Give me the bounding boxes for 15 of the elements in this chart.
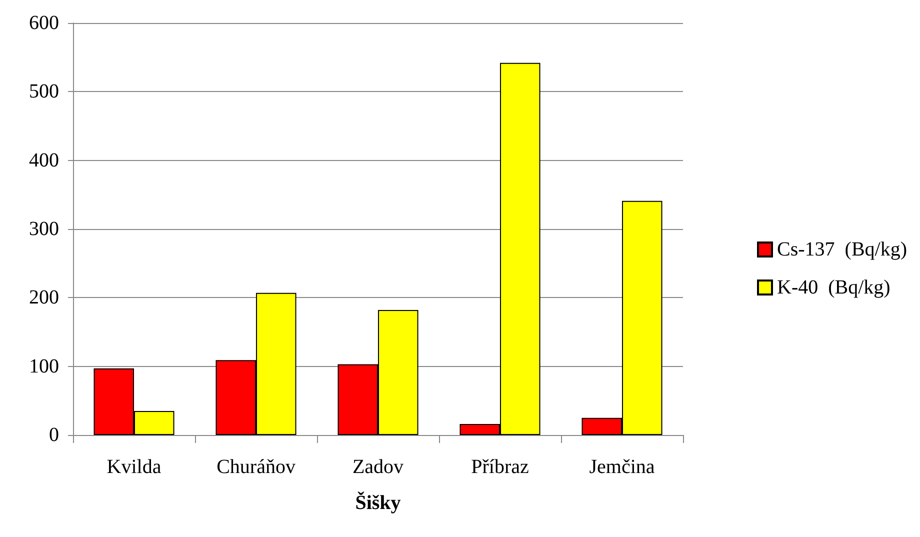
x-tick-label: Kvilda xyxy=(106,456,162,478)
x-tick-label: Churáňov xyxy=(216,456,296,478)
x-axis-title: Šišky xyxy=(355,491,401,514)
x-tick-label: Příbraz xyxy=(471,456,529,478)
y-tick-label: 100 xyxy=(29,355,59,378)
x-tick-label: Jemčina xyxy=(589,456,655,478)
y-tick-label: 300 xyxy=(29,218,59,240)
y-tick-label: 600 xyxy=(29,12,59,34)
x-tick-label: Zadov xyxy=(352,456,404,478)
legend-label: Cs-137 (Bq/kg) xyxy=(777,238,907,260)
legend-label: K-40 (Bq/kg) xyxy=(777,276,890,298)
y-tick-label: 500 xyxy=(29,80,59,103)
y-tick-label: 400 xyxy=(29,149,59,172)
y-tick-label: 0 xyxy=(49,424,59,446)
y-tick-label: 200 xyxy=(29,286,59,309)
